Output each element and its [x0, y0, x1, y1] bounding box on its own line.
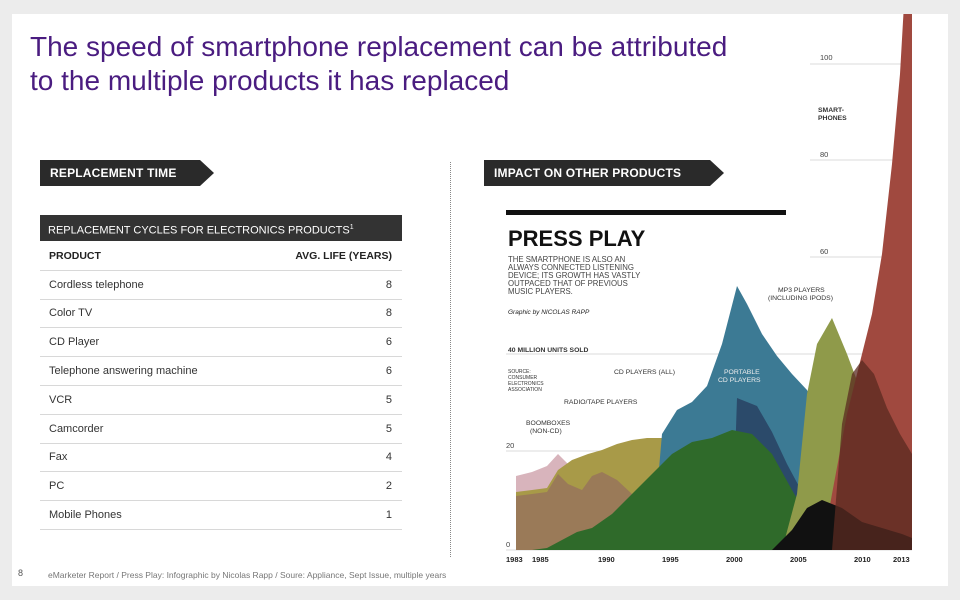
table-row: Fax 4 — [40, 444, 402, 473]
label-mp3: (INCLUDING IPODS) — [768, 295, 833, 302]
x-tick-label: 1995 — [662, 555, 679, 564]
area-green — [532, 430, 822, 550]
life-cell: 8 — [385, 307, 392, 320]
product-cell: CD Player — [49, 336, 100, 349]
y-axis-ticks: 100 80 60 20 0 — [506, 53, 833, 549]
infographic-annotations: 40 MILLION UNITS SOLD SOURCE: CONSUMER E… — [508, 107, 847, 435]
table-row: Color TV 8 — [40, 300, 402, 329]
units-label: 40 MILLION UNITS SOLD — [508, 347, 589, 354]
x-axis-ticks: 1983 1985 1990 1995 2000 2005 2010 2013 — [506, 555, 910, 564]
table-caption-text: REPLACEMENT CYCLES FOR ELECTRONICS PRODU… — [48, 224, 350, 237]
slide: The speed of smartphone replacement can … — [12, 14, 948, 586]
life-cell: 5 — [385, 422, 392, 435]
product-cell: Fax — [49, 451, 68, 464]
column-header-life: AVG. LIFE (YEARS) — [295, 249, 392, 262]
press-play-infographic: PRESS PLAY THE SMARTPHONE IS ALSO AN ALW… — [506, 14, 912, 564]
subtitle-line: OUTPACED THAT OF PREVIOUS — [508, 279, 628, 288]
y-tick-label: 60 — [820, 247, 828, 256]
label-smartphones: PHONES — [818, 115, 847, 122]
subtitle-line: THE SMARTPHONE IS ALSO AN — [508, 255, 625, 264]
table-row: PC 2 — [40, 472, 402, 502]
label-boomboxes: (NON-CD) — [530, 428, 562, 435]
x-tick-label: 2000 — [726, 555, 743, 564]
source-line: ELECTRONICS — [508, 381, 544, 387]
table-row: Camcorder 5 — [40, 415, 402, 444]
product-cell: Telephone answering machine — [49, 365, 198, 378]
x-tick-label: 1985 — [532, 555, 549, 564]
product-cell: Color TV — [49, 307, 93, 320]
area-brown-overlay — [832, 360, 912, 550]
footer-source: eMarketer Report / Press Play: Infograph… — [48, 570, 447, 580]
life-cell: 8 — [385, 278, 392, 291]
label-portable-cd: CD PLAYERS — [718, 377, 761, 384]
label-smartphones: SMART- — [818, 107, 844, 114]
product-cell: Cordless telephone — [49, 278, 144, 291]
x-tick-label: 2010 — [854, 555, 871, 564]
life-cell: 6 — [385, 365, 392, 378]
section-label-replacement-time: REPLACEMENT TIME — [40, 160, 214, 186]
life-cell: 4 — [385, 451, 392, 464]
table-row: Cordless telephone 8 — [40, 271, 402, 300]
life-cell: 2 — [385, 480, 392, 493]
subtitle-line: MUSIC PLAYERS. — [508, 287, 573, 296]
y-tick-label: 20 — [506, 441, 514, 450]
product-cell: Camcorder — [49, 422, 104, 435]
label-boomboxes: BOOMBOXES — [526, 420, 571, 427]
vertical-divider — [450, 162, 451, 557]
table-header-row: PRODUCT AVG. LIFE (YEARS) — [40, 242, 402, 271]
infographic-title: PRESS PLAY — [508, 226, 646, 251]
section-label-impact: IMPACT ON OTHER PRODUCTS — [484, 160, 724, 186]
label-radio-tape: RADIO/TAPE PLAYERS — [564, 399, 638, 406]
replacement-cycles-table: PRODUCT AVG. LIFE (YEARS) Cordless telep… — [40, 242, 402, 530]
column-header-product: PRODUCT — [49, 249, 101, 262]
table-caption-footnote: 1 — [349, 224, 354, 231]
table-row: Mobile Phones 1 — [40, 501, 402, 530]
y-tick-label: 100 — [820, 53, 833, 62]
source-line: SOURCE: — [508, 369, 531, 375]
x-tick-label: 2005 — [790, 555, 807, 564]
source-line: CONSUMER — [508, 375, 538, 381]
label-mp3: MP3 PLAYERS — [778, 287, 825, 294]
x-tick-label: 1990 — [598, 555, 615, 564]
y-tick-label: 80 — [820, 150, 828, 159]
life-cell: 5 — [385, 393, 392, 406]
x-tick-label: 2013 — [893, 555, 910, 564]
infographic-subtitle: THE SMARTPHONE IS ALSO AN ALWAYS CONNECT… — [508, 255, 641, 296]
page-number: 8 — [18, 568, 24, 578]
y-tick-label: 0 — [506, 540, 510, 549]
table-row: CD Player 6 — [40, 328, 402, 358]
table-row: VCR 5 — [40, 386, 402, 415]
product-cell: Mobile Phones — [49, 509, 122, 522]
x-tick-label: 1983 — [506, 555, 523, 564]
table-caption: REPLACEMENT CYCLES FOR ELECTRONICS PRODU… — [40, 215, 402, 241]
infographic-header-bar — [506, 210, 786, 215]
product-cell: VCR — [49, 393, 73, 406]
page-title: The speed of smartphone replacement can … — [30, 31, 728, 96]
life-cell: 6 — [385, 336, 392, 349]
life-cell: 1 — [385, 509, 392, 522]
table-row: Telephone answering machine 6 — [40, 357, 402, 386]
subtitle-line: ALWAYS CONNECTED LISTENING — [508, 263, 634, 272]
label-portable-cd: PORTABLE — [724, 369, 760, 376]
source-line: ASSOCIATION — [508, 387, 542, 393]
product-cell: PC — [49, 480, 65, 493]
infographic-credit: Graphic by NICOLAS RAPP — [508, 309, 590, 316]
subtitle-line: DEVICE; ITS GROWTH HAS VASTLY — [508, 271, 641, 280]
label-cd-players: CD PLAYERS (ALL) — [614, 369, 675, 376]
